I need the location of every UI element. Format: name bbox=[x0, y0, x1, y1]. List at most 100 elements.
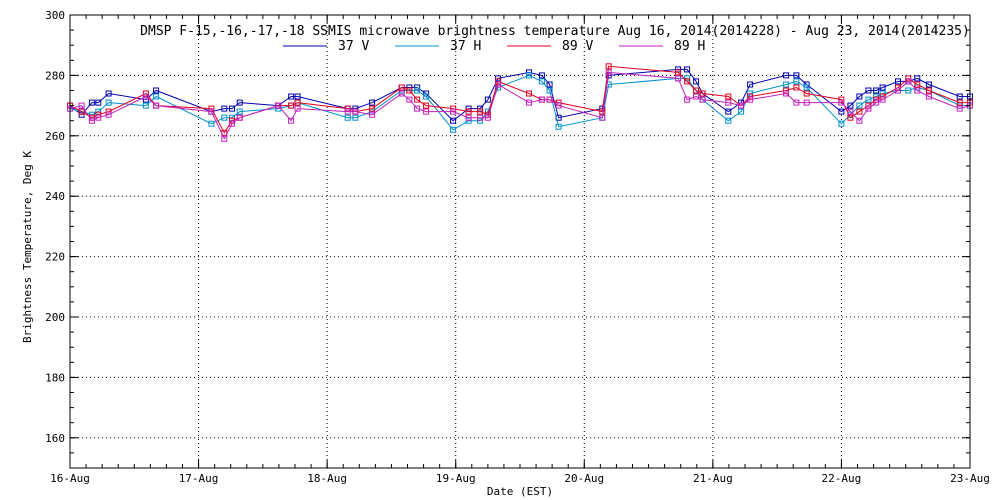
x-tick-label: 20-Aug bbox=[564, 472, 604, 485]
data-point bbox=[675, 69, 682, 76]
data-point bbox=[369, 111, 376, 118]
legend-item: 89 H bbox=[619, 39, 705, 54]
data-point bbox=[153, 102, 160, 109]
data-point bbox=[914, 81, 921, 88]
data-point bbox=[599, 114, 606, 121]
data-point bbox=[344, 114, 351, 121]
data-point bbox=[879, 93, 886, 100]
data-point bbox=[699, 96, 706, 103]
data-point bbox=[538, 96, 545, 103]
data-point bbox=[236, 99, 243, 106]
data-point bbox=[847, 108, 854, 115]
data-point bbox=[294, 99, 301, 106]
data-point bbox=[914, 87, 921, 94]
data-point bbox=[538, 72, 545, 79]
data-point bbox=[783, 90, 790, 97]
data-point bbox=[153, 87, 160, 94]
legend-label: 89 H bbox=[674, 39, 705, 54]
data-point bbox=[78, 102, 85, 109]
data-point bbox=[95, 99, 102, 106]
data-point bbox=[803, 99, 810, 106]
data-point bbox=[398, 90, 405, 97]
data-point bbox=[856, 102, 863, 109]
data-point bbox=[288, 93, 295, 100]
data-point bbox=[914, 75, 921, 82]
data-point bbox=[738, 108, 745, 115]
data-point bbox=[956, 93, 963, 100]
data-point bbox=[725, 93, 732, 100]
data-point bbox=[423, 93, 430, 100]
data-point bbox=[105, 99, 112, 106]
data-point bbox=[783, 81, 790, 88]
legend-item: 37 V bbox=[283, 39, 369, 54]
data-point bbox=[526, 72, 532, 79]
data-point bbox=[856, 108, 863, 115]
y-tick-label: 200 bbox=[45, 311, 65, 324]
data-point bbox=[956, 99, 963, 106]
legend-label: 89 V bbox=[562, 39, 593, 54]
data-point bbox=[221, 114, 228, 121]
data-point bbox=[526, 90, 532, 97]
data-point bbox=[693, 78, 700, 85]
data-point bbox=[477, 108, 484, 115]
data-point bbox=[105, 90, 112, 97]
data-point bbox=[865, 105, 872, 112]
data-point bbox=[229, 105, 235, 112]
data-point bbox=[865, 87, 872, 94]
data-point bbox=[208, 108, 215, 115]
data-point bbox=[847, 102, 854, 109]
x-tick-label: 18-Aug bbox=[307, 472, 347, 485]
data-point bbox=[294, 105, 301, 112]
data-point bbox=[406, 87, 413, 94]
chart-title: DMSP F-15,-16,-17,-18 SSMIS microwave br… bbox=[140, 24, 970, 39]
y-tick-label: 180 bbox=[45, 371, 65, 384]
data-point bbox=[605, 63, 612, 70]
data-point bbox=[925, 87, 932, 94]
data-point bbox=[793, 99, 800, 106]
data-point bbox=[78, 111, 85, 118]
data-point bbox=[450, 126, 457, 133]
data-point bbox=[414, 96, 421, 103]
data-point bbox=[783, 72, 790, 79]
data-point bbox=[865, 96, 872, 103]
data-point bbox=[838, 120, 845, 127]
data-point bbox=[925, 81, 932, 88]
data-point bbox=[684, 66, 691, 73]
data-point bbox=[693, 93, 700, 100]
data-point bbox=[793, 72, 800, 79]
data-point bbox=[555, 102, 562, 109]
data-point bbox=[879, 96, 886, 103]
x-tick-label: 17-Aug bbox=[179, 472, 219, 485]
data-point bbox=[208, 120, 215, 127]
data-point bbox=[747, 81, 754, 88]
series-89-v bbox=[67, 63, 973, 136]
data-point bbox=[142, 93, 149, 100]
data-point bbox=[465, 108, 472, 115]
y-axis-label: Brightness Temperature, Deg K bbox=[21, 151, 34, 343]
data-point bbox=[838, 108, 845, 115]
data-point bbox=[546, 87, 553, 94]
data-point bbox=[725, 99, 732, 106]
data-point bbox=[95, 108, 102, 115]
data-point bbox=[546, 81, 553, 88]
data-point bbox=[793, 84, 800, 91]
legend-label: 37 V bbox=[338, 39, 369, 54]
data-point bbox=[88, 99, 95, 106]
data-point bbox=[879, 84, 886, 91]
y-tick-label: 160 bbox=[45, 432, 65, 445]
y-tick-label: 260 bbox=[45, 130, 65, 143]
data-point bbox=[414, 105, 421, 112]
data-point bbox=[495, 78, 502, 85]
data-point bbox=[599, 108, 606, 115]
data-point bbox=[288, 117, 295, 124]
legend-label: 37 H bbox=[450, 39, 481, 54]
data-point bbox=[956, 105, 963, 112]
data-point bbox=[236, 114, 243, 121]
data-point bbox=[873, 99, 880, 106]
data-point bbox=[236, 108, 243, 115]
y-tick-label: 220 bbox=[45, 251, 65, 264]
data-point bbox=[793, 78, 800, 85]
data-point bbox=[838, 99, 845, 106]
